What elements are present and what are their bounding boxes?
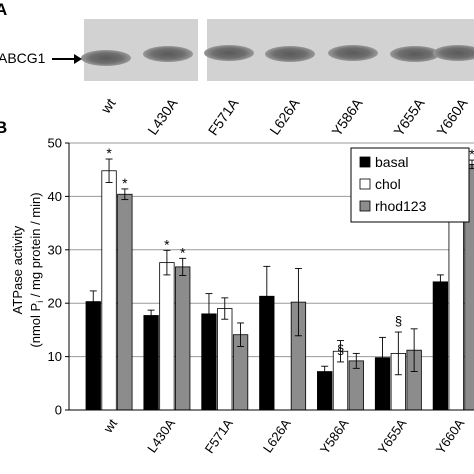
chart-legend: basal chol rhod123	[350, 147, 470, 223]
y-axis-unit-label: (nmol Pi / mg protein / min)	[28, 192, 45, 347]
blot-band	[390, 46, 440, 62]
bar	[143, 315, 159, 411]
bar	[175, 266, 191, 411]
bar	[432, 281, 449, 411]
arrowhead-icon	[74, 54, 82, 64]
legend-swatch	[359, 178, 371, 190]
blot-band	[265, 46, 315, 62]
panel-b-letter: B	[0, 118, 8, 137]
y-unit-sub: i	[35, 301, 45, 303]
significance-mark: *	[122, 175, 128, 191]
x-tick-label: F571A	[202, 416, 236, 456]
y-tick-label: 0	[55, 403, 62, 418]
bar	[159, 262, 175, 411]
significance-mark: §	[395, 313, 402, 328]
legend-label: basal	[375, 154, 408, 170]
blot-band	[81, 50, 131, 66]
blot-band	[143, 46, 193, 62]
y-tick-label: 30	[48, 242, 62, 257]
legend-swatch	[359, 156, 371, 168]
x-tick-label: Y586A	[317, 416, 352, 457]
legend-swatch	[359, 200, 371, 212]
y-tick-label: 50	[48, 136, 62, 151]
y-tick-label: 20	[48, 296, 62, 311]
panel-a-letter: A	[0, 0, 8, 19]
y-axis-label: ATPase activity	[10, 225, 25, 314]
bar	[101, 170, 117, 411]
y-unit-post: / mg protein / min)	[28, 192, 43, 300]
x-tick-label: L626A	[260, 416, 294, 456]
significance-mark: §	[337, 342, 344, 357]
legend-label: rhod123	[375, 198, 427, 214]
legend-box	[350, 147, 470, 223]
bar	[85, 301, 101, 411]
significance-mark: *	[106, 145, 112, 161]
x-tick-label: wt	[100, 416, 121, 436]
significance-mark: *	[469, 146, 474, 162]
significance-mark: *	[180, 244, 186, 260]
significance-mark: *	[164, 236, 170, 252]
x-tick-label: L430A	[144, 416, 178, 456]
blot-band	[433, 45, 474, 61]
bar	[117, 193, 133, 411]
abcg1-band-label: ABCG1	[0, 50, 46, 66]
legend-label: chol	[375, 176, 401, 192]
bar	[217, 308, 233, 411]
arrow-right-icon	[52, 58, 78, 60]
blot-band	[204, 45, 254, 61]
x-tick-label: Y660A	[433, 416, 468, 457]
x-tick-label: Y655A	[375, 416, 410, 457]
y-unit-pre: (nmol P	[28, 303, 43, 348]
y-tick-label: 10	[48, 349, 62, 364]
y-tick-label: 40	[48, 189, 62, 204]
blot-band	[328, 45, 378, 61]
